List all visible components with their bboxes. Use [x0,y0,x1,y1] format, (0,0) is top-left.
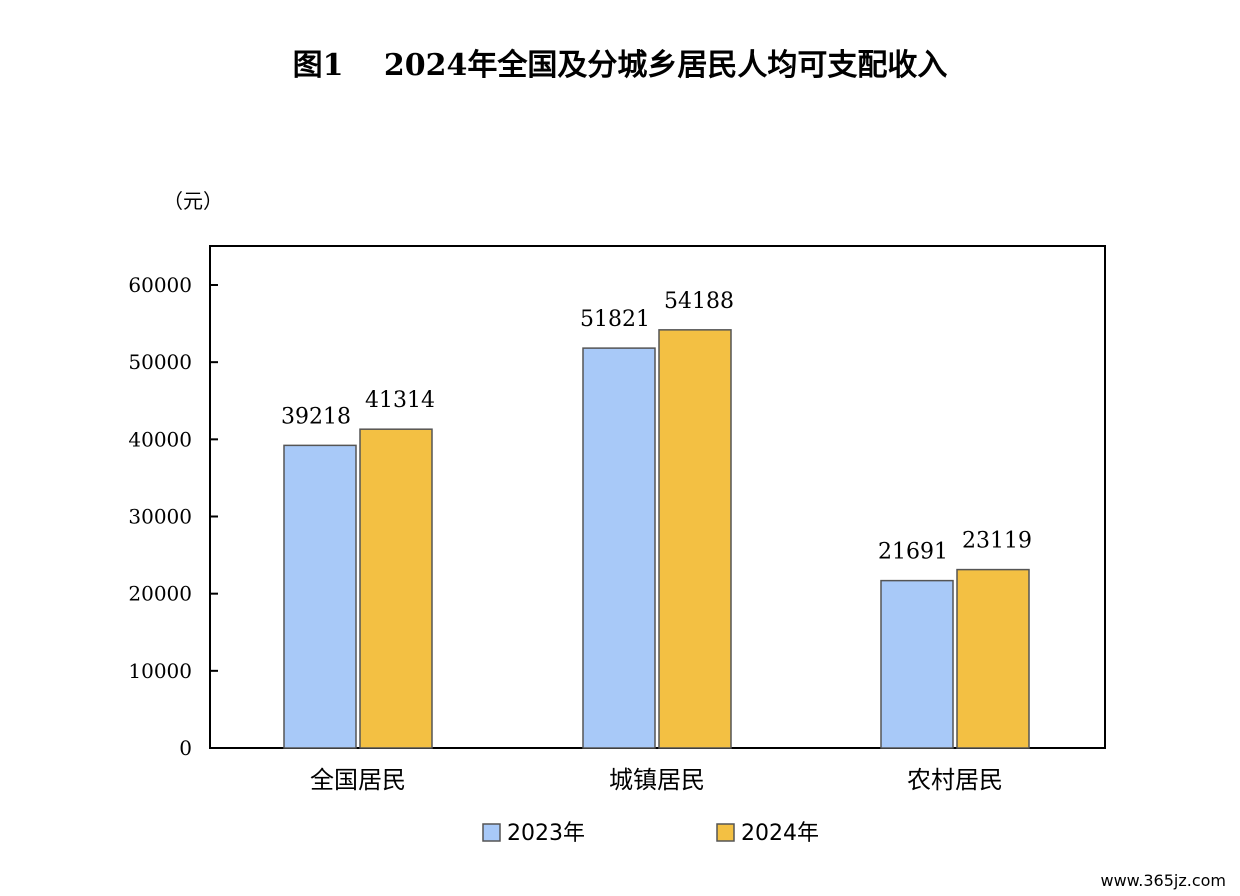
x-category-label: 城镇居民 [609,766,705,794]
x-category-label: 全国居民 [310,766,406,794]
y-tick-label: 60000 [128,273,192,297]
y-tick-label: 50000 [128,350,192,374]
legend: 2023年 2024年 [482,821,819,846]
plot-area-frame [209,245,1106,749]
bar-value-label: 23119 [962,529,1032,554]
bar-2024-2 [956,568,1030,749]
watermark-text: www.365jz.com [1100,871,1226,890]
bar-value-label: 54188 [664,289,734,314]
bar-2023-1 [582,347,656,749]
legend-label: 2023年 [507,821,585,846]
legend-swatch-2023 [482,823,501,842]
chart-title: 图1 2024年全国及分城乡居民人均可支配收入 [292,48,948,83]
bar-value-label: 51821 [580,307,650,332]
legend-label: 2024年 [741,821,819,846]
x-axis: 全国居民 城镇居民 农村居民 [310,766,1003,794]
bar-value-label: 41314 [365,388,435,413]
bars-group: 39218 41314 51821 54188 21691 23119 [281,289,1032,749]
bar-2023-2 [880,579,954,749]
legend-swatch-2024 [716,823,735,842]
y-tick-label: 40000 [128,427,192,451]
bar-2024-1 [658,329,732,749]
x-category-label: 农村居民 [907,766,1003,794]
bar-2024-0 [359,428,433,749]
y-tick-label: 20000 [128,582,192,606]
y-tick-label: 10000 [128,659,192,683]
y-unit-label: （元） [163,189,223,213]
y-tick-label: 30000 [128,505,192,529]
bar-value-label: 39218 [281,404,351,429]
bar-value-label: 21691 [878,540,948,565]
y-tick-label: 0 [179,736,192,760]
y-axis: 0 10000 20000 30000 40000 50000 60000 [128,273,218,760]
bar-2023-0 [283,444,357,749]
